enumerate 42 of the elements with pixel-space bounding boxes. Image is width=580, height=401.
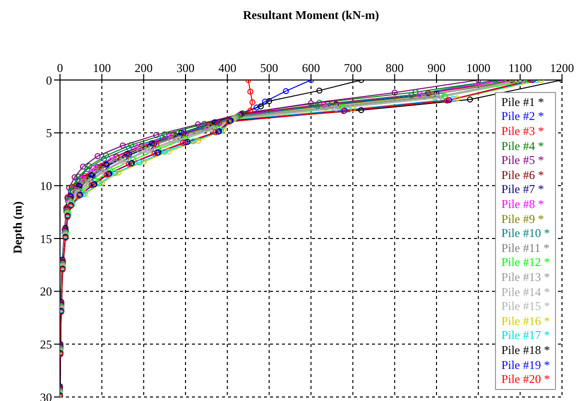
- text: Pile #1 *: [501, 94, 545, 110]
- x-tick-label: 300: [176, 61, 194, 75]
- x-tick-label: 100: [92, 61, 111, 75]
- text: Pile #13 *: [501, 270, 550, 285]
- text: Pile #9 *: [501, 212, 545, 226]
- text: Pile #7 *: [501, 182, 545, 198]
- text: Pile #12 *: [501, 255, 550, 270]
- y-tick-label: 5: [46, 126, 52, 140]
- x-tick-label: 1100: [508, 61, 532, 75]
- x-tick-label: 0: [57, 61, 63, 75]
- text: Pile #17 *: [501, 328, 550, 343]
- x-tick-label: 700: [344, 61, 362, 75]
- x-tick-label: 600: [302, 61, 320, 75]
- text: Pile #2 *: [501, 109, 545, 124]
- y-tick-label: 25: [40, 337, 52, 352]
- x-tick-label: 800: [386, 61, 404, 75]
- y-tick-label: 10: [40, 178, 52, 193]
- x-tick-label: 400: [218, 61, 236, 75]
- y-axis-title: Depth (m): [10, 200, 26, 256]
- text: Pile #16 *: [501, 314, 550, 328]
- text: Pile #11 *: [501, 240, 550, 256]
- text: Pile #19 *: [501, 358, 550, 372]
- text: Pile #20 *: [501, 372, 550, 387]
- text: Pile #15 *: [501, 299, 550, 314]
- text: Pile #4 *: [501, 138, 545, 154]
- x-tick-label: 900: [428, 61, 446, 75]
- y-tick-label: 15: [40, 232, 52, 246]
- x-axis-title: Resultant Moment (kN-m): [242, 8, 380, 23]
- text: Pile #5 *: [501, 153, 545, 168]
- x-tick-label: 1200: [550, 61, 574, 75]
- x-tick-label: 500: [260, 61, 278, 75]
- y-tick-label: 0: [46, 73, 52, 88]
- x-tick-label: 200: [134, 61, 153, 75]
- x-tick-label: 1000: [466, 61, 490, 75]
- text: Pile #3 *: [501, 124, 545, 139]
- text: Pile #18 *: [501, 342, 550, 358]
- text: Pile #14 *: [501, 284, 550, 300]
- text: Pile #10 *: [501, 226, 550, 241]
- y-tick-label: 30: [40, 390, 52, 401]
- text: Pile #8 *: [501, 197, 545, 212]
- y-tick-label: 20: [40, 284, 52, 299]
- text: Pile #6 *: [501, 168, 545, 182]
